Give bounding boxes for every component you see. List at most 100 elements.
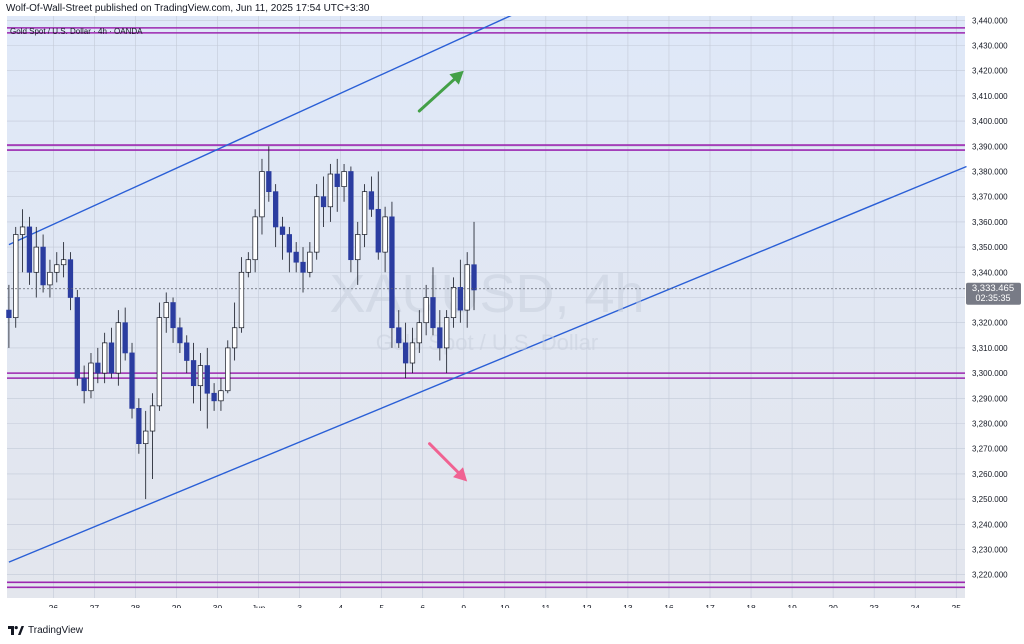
candle-bear xyxy=(396,327,402,344)
time-tick-label: Jun xyxy=(252,603,266,608)
candle-bear xyxy=(136,408,142,445)
price-tick-label: 3,370.000 xyxy=(972,193,1008,202)
price-tick-label: 3,220.000 xyxy=(972,571,1008,580)
candle-bull xyxy=(163,302,169,319)
candle-bear xyxy=(471,264,477,291)
price-tick-label: 3,240.000 xyxy=(972,520,1008,529)
price-axis-background xyxy=(965,16,1024,598)
price-tick-label: 3,410.000 xyxy=(972,92,1008,101)
footer[interactable]: TradingView xyxy=(8,625,83,636)
candle-bull xyxy=(341,171,347,187)
direction-arrows xyxy=(417,70,468,482)
time-tick-label: 18 xyxy=(746,603,756,608)
candles xyxy=(6,146,477,500)
time-tick-label: 24 xyxy=(910,603,920,608)
candle-bear xyxy=(293,251,299,263)
price-tick-label: 3,270.000 xyxy=(972,445,1008,454)
candle-bear xyxy=(170,302,176,329)
watermark-name: Gold Spot / U.S. Dollar xyxy=(376,330,599,355)
candle-bull xyxy=(416,322,422,344)
candle-bear xyxy=(334,173,340,187)
time-axis-background xyxy=(7,598,965,608)
trendline xyxy=(8,165,967,563)
price-tick-label: 3,250.000 xyxy=(972,495,1008,504)
candle-bull xyxy=(13,234,19,319)
candle-bear xyxy=(286,234,292,253)
publish-header: Wolf-Of-Wall-Street published on Trading… xyxy=(6,3,370,14)
time-tick-label: 26 xyxy=(49,603,59,608)
candle-bear xyxy=(95,362,101,374)
price-tick-label: 3,280.000 xyxy=(972,420,1008,429)
candle-bull xyxy=(252,216,258,261)
candle-bull xyxy=(464,264,470,311)
time-tick-label: 25 xyxy=(952,603,962,608)
price-tick-label: 3,340.000 xyxy=(972,268,1008,277)
candle-bear xyxy=(375,208,381,253)
candle-bull xyxy=(259,171,265,218)
candle-bear xyxy=(26,226,33,273)
candle-bull xyxy=(225,347,231,392)
time-tick-label: 19 xyxy=(787,603,797,608)
candle-bull xyxy=(102,342,108,374)
price-tick-label: 3,260.000 xyxy=(972,470,1008,479)
price-label-value: 3,333.465 xyxy=(972,283,1014,294)
price-tick-label: 3,350.000 xyxy=(972,243,1008,252)
price-tick-label: 3,310.000 xyxy=(972,344,1008,353)
price-label-countdown: 02:35:35 xyxy=(975,293,1010,303)
time-tick-label: 17 xyxy=(705,603,715,608)
candle-bear xyxy=(81,377,87,392)
candle-bull xyxy=(156,317,163,407)
horizontal-levels xyxy=(7,27,965,589)
candle-bull xyxy=(218,390,224,402)
candle-bear xyxy=(457,287,463,311)
candle-bull xyxy=(54,264,60,273)
time-axis[interactable]: 26 27 28 29 30 Jun 3 4 5 6 9 10 11 12 13 16 17 18 19 20 23 24… xyxy=(49,603,962,608)
candle-bull xyxy=(149,405,156,432)
candle-bull xyxy=(382,216,388,253)
time-tick-label: 4 xyxy=(338,603,343,608)
candle-bear xyxy=(389,216,395,329)
time-tick-label: 29 xyxy=(172,603,182,608)
time-tick-label: 20 xyxy=(828,603,838,608)
candle-bear xyxy=(67,259,74,298)
candle-bull xyxy=(143,430,149,445)
candle-bull xyxy=(444,317,450,349)
arrow-down-head-icon xyxy=(453,467,468,482)
time-tick-label: 3 xyxy=(297,603,302,608)
time-tick-label: 9 xyxy=(461,603,466,608)
candle-bull xyxy=(327,173,334,208)
candle-bear xyxy=(279,226,286,235)
candle-bear xyxy=(177,327,183,344)
tradingview-logo-icon xyxy=(8,626,24,635)
time-tick-label: 23 xyxy=(869,603,879,608)
candle-bull xyxy=(307,251,313,273)
candle-bear xyxy=(437,327,443,349)
candle-bull xyxy=(409,342,416,364)
candle-bear xyxy=(402,342,409,364)
candle-bear xyxy=(348,171,354,261)
trendline xyxy=(8,16,512,246)
candle-bull xyxy=(423,297,429,324)
candle-bear xyxy=(300,261,306,273)
time-tick-label: 30 xyxy=(213,603,223,608)
price-tick-label: 3,300.000 xyxy=(972,369,1008,378)
price-tick-label: 3,380.000 xyxy=(972,168,1008,177)
candle-bull xyxy=(33,246,39,273)
candle-bear xyxy=(204,365,210,394)
price-tick-label: 3,400.000 xyxy=(972,117,1008,126)
candlestick-chart[interactable]: XAUUSD, 4h Gold Spot / U.S. Dollar 3,220… xyxy=(0,16,1024,608)
price-tick-label: 3,320.000 xyxy=(972,319,1008,328)
candle-bull xyxy=(88,362,94,392)
price-tick-label: 3,390.000 xyxy=(972,142,1008,151)
time-tick-label: 28 xyxy=(131,603,141,608)
candle-bear xyxy=(430,297,436,329)
candle-bull xyxy=(115,322,121,374)
candle-bull xyxy=(355,234,361,261)
candle-bear xyxy=(108,342,115,374)
time-tick-label: 10 xyxy=(500,603,510,608)
candle-bear xyxy=(6,309,12,319)
candle-bear xyxy=(190,360,197,387)
candle-bear xyxy=(74,297,80,379)
price-tick-label: 3,420.000 xyxy=(972,67,1008,76)
candle-bull xyxy=(19,226,26,235)
